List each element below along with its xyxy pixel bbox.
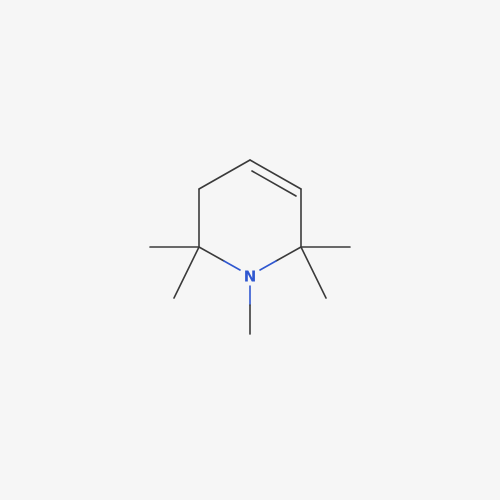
- bond-c3-c4: [198, 159, 251, 190]
- bond-c4-c5: [249, 159, 302, 190]
- nitrogen-atom-label: N: [244, 268, 257, 286]
- bond-c6-n1-carbon-half: [275, 246, 302, 262]
- bond-c6-n1-nitrogen-half: [259, 260, 277, 271]
- bond-c2-methyl-b: [173, 246, 200, 299]
- bond-c2-n1-nitrogen-half: [223, 260, 241, 271]
- bond-c4-c5-double: [251, 170, 297, 197]
- bond-c2-n1-carbon-half: [198, 246, 225, 262]
- bond-c6-methyl-b: [300, 246, 327, 299]
